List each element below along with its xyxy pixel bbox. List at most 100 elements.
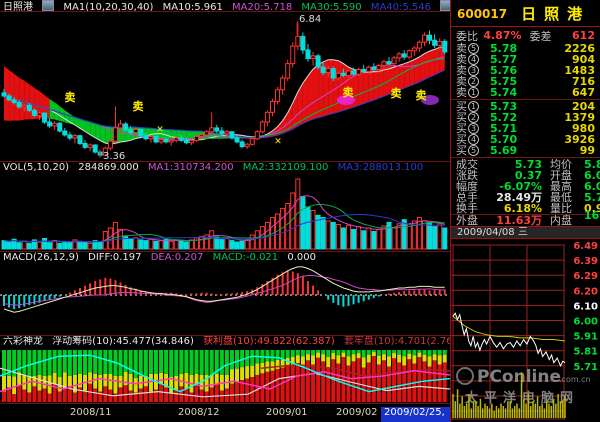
price-value: 5.77 — [490, 53, 518, 66]
stat-value: 5.71 — [584, 191, 600, 204]
svg-text:✕: ✕ — [156, 125, 164, 135]
svg-text:卖: 卖 — [343, 85, 354, 99]
vol-name: VOL(5,10,20) — [3, 162, 70, 173]
stat-value: 28.49万 — [496, 191, 542, 204]
volume-value: 1379 — [564, 111, 595, 124]
weicha-value: 612 — [572, 29, 595, 42]
intraday-chart[interactable]: 6.49 6.39 6.29 6.20 6.10 6.00 5.91 5.81 5.71 PCon… — [451, 240, 600, 422]
indicator-window-icon[interactable] — [440, 0, 450, 11]
stat-value: 16.86万 — [584, 208, 600, 222]
ma20-value: MA20:5.718 — [232, 1, 293, 12]
chart-area: 日照港 MA1(10,20,30,40) MA10:5.961 MA20:5.7… — [0, 0, 450, 422]
svg-text:卖: 卖 — [416, 88, 427, 102]
quote-stats: 成交 5.73 均价 5.88涨跌 0.37 开盘 6.07幅度 -6.07% … — [451, 159, 600, 226]
stat-value: 5.73 — [514, 158, 542, 171]
svg-text:6.20: 6.20 — [573, 286, 598, 297]
stat-label: 内盘 — [550, 214, 572, 227]
stat-row: 幅度 -6.07% 最高 6.07 — [451, 181, 600, 192]
stat-label: 均价 — [550, 158, 572, 171]
stat-label: 幅度 — [456, 180, 478, 193]
stat-row: 换手 6.18% 量比 0.96 — [451, 203, 600, 214]
stat-value: -6.07% — [499, 180, 542, 193]
macd-value: MACD:-0.021 — [212, 252, 279, 263]
macd-name: MACD(26,12,9) — [3, 252, 79, 263]
weibi-row: 委比 4.87% 委差 612 — [451, 29, 600, 43]
volume-value: 99 — [579, 144, 595, 157]
ma-group-label: MA1(10,20,30,40) — [63, 1, 154, 12]
date-tick: 2009/01 — [266, 407, 308, 418]
stat-label: 开盘 — [550, 169, 572, 182]
macd-dea: DEA:0.207 — [150, 252, 204, 263]
volume-chart[interactable] — [0, 174, 450, 251]
volume-value: 3926 — [564, 133, 595, 146]
kline-header-bar: 日照港 MA1(10,20,30,40) MA10:5.961 MA20:5.7… — [0, 0, 450, 12]
date-tick: 2009/02 — [336, 407, 378, 418]
stat-row: 总手 28.49万 最低 5.71 — [451, 192, 600, 203]
stat-label: 涨跌 — [456, 169, 478, 182]
price-value: 5.78 — [490, 42, 518, 55]
dragon-profit: 获利盘(10):49.822(62.387) — [203, 336, 335, 347]
dragon-trapped: 套牢盘(10):4.701(2.767) — [343, 336, 450, 347]
volume-value: 204 — [572, 100, 595, 113]
volume-value: 2226 — [564, 42, 595, 55]
svg-text:6.39: 6.39 — [573, 256, 598, 267]
date-tick: 2008/11 — [70, 407, 112, 418]
indicator-window-icon[interactable] — [42, 0, 55, 11]
stat-value: 0.96 — [584, 202, 600, 215]
svg-text:卖: 卖 — [65, 90, 76, 104]
stat-label: 换手 — [456, 202, 478, 215]
dragon-floating: 浮动筹码(10):45.477(34.846) — [52, 336, 194, 347]
svg-text:6.49: 6.49 — [573, 241, 598, 252]
svg-text:6.84: 6.84 — [299, 14, 321, 25]
svg-text:PConline: PConline — [477, 367, 561, 387]
macd-chart[interactable] — [0, 265, 450, 335]
stat-label: 外盘 — [456, 214, 478, 227]
weibi-value: 4.87% — [483, 29, 522, 42]
stat-row: 成交 5.73 均价 5.88 — [451, 159, 600, 170]
stat-label: 总手 — [456, 191, 478, 204]
stat-label: 最高 — [550, 180, 572, 193]
svg-text:5.81: 5.81 — [573, 347, 598, 358]
stat-value: 6.18% — [503, 202, 542, 215]
price-value: 5.76 — [490, 64, 518, 77]
stat-label: 最低 — [550, 191, 572, 204]
svg-text:.com.cn: .com.cn — [559, 375, 591, 384]
volume-header-bar: VOL(5,10,20) 284869.000 MA1:310734.200 M… — [0, 161, 450, 174]
ma30-value: MA30:5.590 — [301, 1, 362, 12]
stat-label: 量比 — [550, 202, 572, 215]
price-value: 5.72 — [490, 111, 518, 124]
svg-text:卖: 卖 — [133, 99, 144, 113]
ma40-value: MA40:5.546 — [370, 1, 432, 12]
svg-text:✕: ✕ — [274, 137, 282, 147]
stock-name-label: 日照港 — [3, 1, 33, 12]
svg-text:太平洋电脑网: 太平洋电脑网 — [464, 390, 579, 406]
stat-value: 6.07 — [584, 169, 600, 182]
svg-text:3.36: 3.36 — [103, 151, 125, 161]
weibi-label: 委比 — [456, 29, 478, 43]
candlestick-chart[interactable]: 卖卖✕✕卖卖卖6.843.36 — [0, 13, 450, 161]
dragon-indicator-chart[interactable] — [0, 349, 450, 403]
